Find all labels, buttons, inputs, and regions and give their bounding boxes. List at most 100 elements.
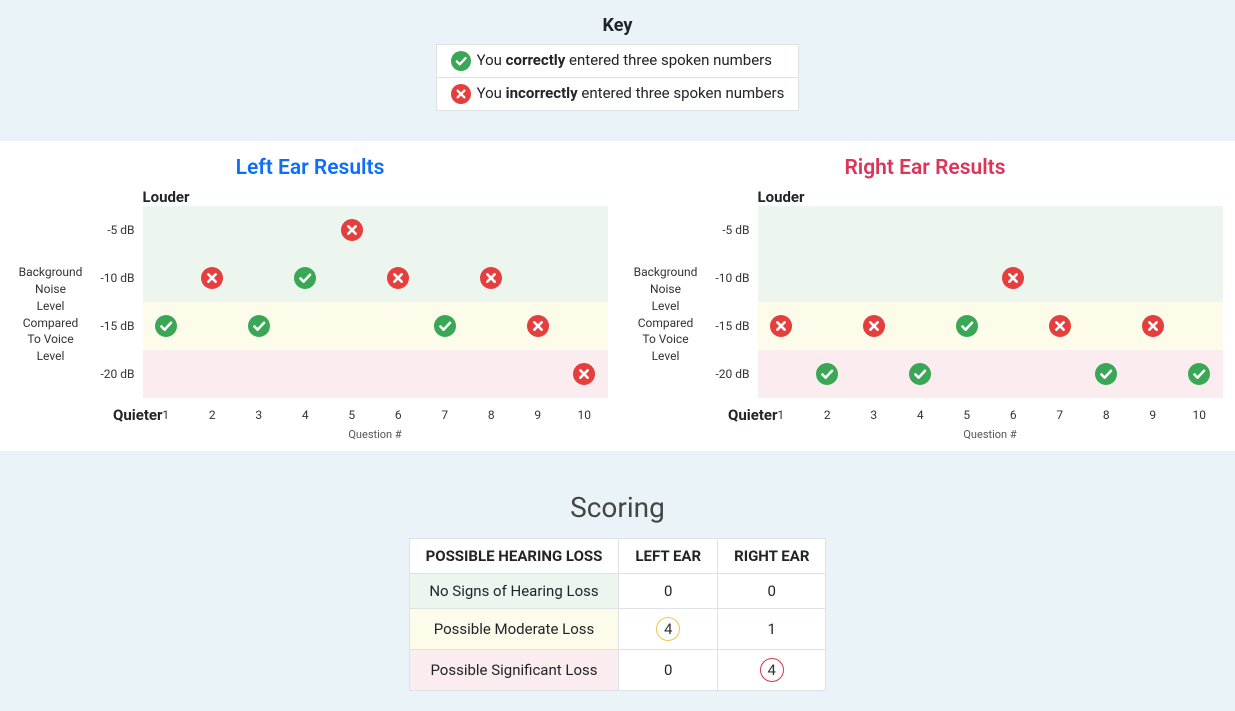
chart-cell	[758, 302, 805, 350]
chart-grid: -5 dB-10 dB -15 dB -20 dB	[708, 206, 1223, 398]
cross-icon	[201, 267, 223, 289]
chart-cell	[1083, 350, 1130, 398]
x-tick: 6	[990, 408, 1037, 422]
chart-cell	[282, 350, 329, 398]
chart-cell	[143, 302, 190, 350]
chart-cell	[375, 302, 422, 350]
chart-cell	[758, 350, 805, 398]
chart-cell	[329, 254, 376, 302]
chart-cell	[143, 206, 190, 254]
chart-cell	[851, 350, 898, 398]
chart-cell	[422, 206, 469, 254]
row-cells	[758, 254, 1223, 302]
chart-inner: Louder-5 dB-10 dB-15 dB-20 dBQuieter1234…	[93, 188, 608, 441]
chart-cell	[944, 254, 991, 302]
check-icon	[294, 267, 316, 289]
chart-cell	[758, 254, 805, 302]
chart-cell	[990, 254, 1037, 302]
x-axis: Quieter12345678910	[93, 406, 608, 424]
scoring-header: POSSIBLE HEARING LOSS	[409, 539, 619, 574]
chart-cell	[804, 302, 851, 350]
check-icon	[816, 363, 838, 385]
chart-cell	[1176, 254, 1223, 302]
key-title: Key	[0, 15, 1235, 36]
chart-cell	[422, 254, 469, 302]
scoring-row: Possible Moderate Loss41	[409, 609, 826, 650]
chart-row: -10 dB	[708, 254, 1223, 302]
row-cells	[758, 302, 1223, 350]
chart-cell	[851, 206, 898, 254]
chart-cell	[143, 254, 190, 302]
chart-cell	[990, 206, 1037, 254]
scoring-row: Possible Significant Loss04	[409, 650, 826, 691]
x-axis-ticks: 12345678910	[758, 408, 1223, 422]
x-tick: 7	[422, 408, 469, 422]
chart-cell	[329, 350, 376, 398]
chart-cell	[1083, 254, 1130, 302]
x-tick: 3	[851, 408, 898, 422]
check-icon	[909, 363, 931, 385]
chart-cell	[1130, 302, 1177, 350]
chart-row: -5 dB	[93, 206, 608, 254]
chart-row: -15 dB	[708, 302, 1223, 350]
chart-cell	[1037, 254, 1084, 302]
x-tick: 2	[804, 408, 851, 422]
chart-grid: -5 dB-10 dB-15 dB-20 dB	[93, 206, 608, 398]
x-tick: 4	[282, 408, 329, 422]
x-tick: 10	[1176, 408, 1223, 422]
scoring-left-value: 0	[619, 650, 718, 691]
chart-cell	[236, 254, 283, 302]
chart-cell	[990, 350, 1037, 398]
row-cells	[143, 254, 608, 302]
cross-icon	[1049, 315, 1071, 337]
cross-icon	[480, 267, 502, 289]
x-tick: 8	[1083, 408, 1130, 422]
chart-row: -20 dB	[93, 350, 608, 398]
key-text: You correctly entered three spoken numbe…	[477, 51, 772, 69]
chart-cell	[468, 254, 515, 302]
scoring-left-value: 4	[619, 609, 718, 650]
x-tick: 5	[944, 408, 991, 422]
chart-cell	[944, 302, 991, 350]
chart-row: -5 dB	[708, 206, 1223, 254]
check-icon	[155, 315, 177, 337]
quieter-label: Quieter	[708, 406, 758, 424]
chart-cell	[1083, 302, 1130, 350]
row-label: -15 dB	[708, 319, 758, 333]
scoring-title: Scoring	[0, 491, 1235, 524]
chart-cell	[561, 302, 608, 350]
scoring-row-label: Possible Significant Loss	[409, 650, 619, 691]
x-tick: 5	[329, 408, 376, 422]
chart-cell	[515, 206, 562, 254]
chart-cell	[422, 302, 469, 350]
chart-cell	[189, 206, 236, 254]
chart-cell	[468, 350, 515, 398]
chart-row: -15 dB	[93, 302, 608, 350]
chart-cell	[1176, 302, 1223, 350]
y-axis-label: BackgroundNoiseLevelComparedTo VoiceLeve…	[13, 188, 93, 441]
chart: BackgroundNoiseLevelComparedTo VoiceLeve…	[13, 188, 608, 441]
chart-cell	[897, 254, 944, 302]
x-axis: Quieter12345678910	[708, 406, 1223, 424]
chart-cell	[1176, 206, 1223, 254]
key-text: You incorrectly entered three spoken num…	[477, 84, 785, 102]
row-cells	[143, 302, 608, 350]
chart-cell	[189, 254, 236, 302]
check-icon	[451, 51, 471, 71]
x-tick: 9	[1130, 408, 1177, 422]
cross-icon	[527, 315, 549, 337]
cross-icon	[770, 315, 792, 337]
scoring-row-label: No Signs of Hearing Loss	[409, 574, 619, 609]
chart-cell	[515, 302, 562, 350]
chart-cell	[282, 302, 329, 350]
chart-row: -10 dB	[93, 254, 608, 302]
chart-cell	[375, 206, 422, 254]
cross-icon	[387, 267, 409, 289]
row-label: -20 dB	[708, 367, 758, 381]
x-tick: 8	[468, 408, 515, 422]
chart-cell	[375, 350, 422, 398]
chart-cell	[143, 350, 190, 398]
scoring-left-value: 0	[619, 574, 718, 609]
chart-cell	[282, 254, 329, 302]
scoring-section: Scoring POSSIBLE HEARING LOSSLEFT EARRIG…	[0, 451, 1235, 711]
